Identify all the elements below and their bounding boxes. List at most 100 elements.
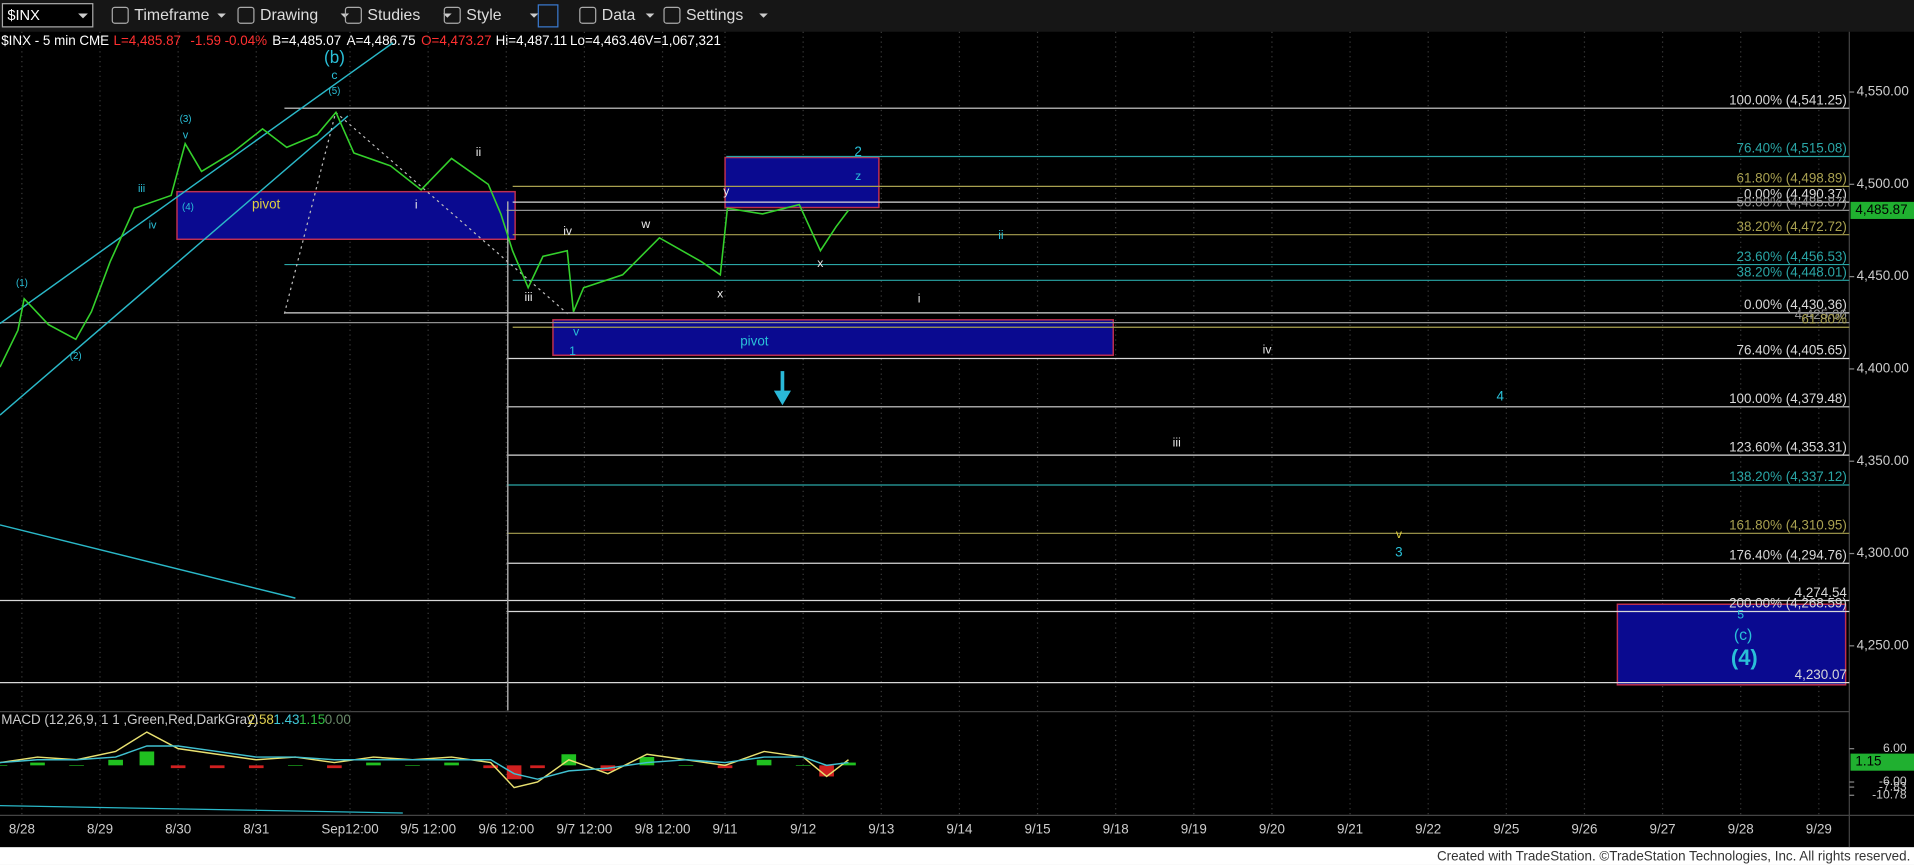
- menu-icon[interactable]: [663, 6, 681, 24]
- macd-readout: 1.43: [273, 712, 299, 727]
- wave-label: (3): [180, 114, 192, 125]
- x-tick-label: 9/14: [946, 822, 973, 837]
- dropdown-arrow: [529, 13, 539, 18]
- wave-label: v: [573, 324, 580, 338]
- x-tick-label: 9/5 12:00: [400, 822, 456, 837]
- fib-label: 23.60% (4,456.53): [1737, 249, 1847, 264]
- histogram-bar: [30, 762, 45, 766]
- menu-icon[interactable]: [344, 6, 362, 24]
- fib-label: 4,230.07: [1795, 667, 1847, 682]
- fib-label: 38.20% (4,472.72): [1737, 219, 1847, 234]
- wave-label: (4): [1731, 645, 1758, 670]
- histogram-bar: [841, 762, 856, 766]
- y-tick-label: -6.00: [1879, 774, 1907, 788]
- wave-label: w: [640, 217, 650, 231]
- info-last: L=4,485.87: [114, 33, 181, 48]
- x-tick-label: 9/25: [1493, 822, 1519, 837]
- histogram-bar: [0, 765, 8, 766]
- x-tick-label: 9/18: [1103, 822, 1129, 837]
- symbol-input[interactable]: $INX: [7, 8, 40, 24]
- wave-label: iv: [149, 220, 157, 232]
- x-tick-label: 9/13: [868, 822, 894, 837]
- value-marker-label: 1.15: [1855, 754, 1881, 769]
- menu-icon[interactable]: [237, 6, 255, 24]
- macd-trend: [0, 805, 403, 814]
- wave-label: 2: [854, 144, 861, 159]
- wave-label: (5): [329, 86, 341, 97]
- wave-label: iv: [563, 224, 573, 238]
- histogram-bar: [405, 765, 420, 766]
- y-tick-label: -7.83: [1879, 779, 1907, 793]
- dropdown-arrow: [443, 13, 452, 18]
- fib-label: 76.40% (4,405.65): [1737, 343, 1847, 358]
- x-tick-label: 9/20: [1259, 822, 1285, 837]
- wave-label: c: [331, 68, 337, 82]
- wave-label: iii: [1173, 435, 1181, 449]
- fib-label: 123.60% (4,353.31): [1729, 439, 1847, 454]
- symbol-box[interactable]: [1, 3, 94, 28]
- wave-label: x: [817, 256, 823, 270]
- info-ask: A=4,486.75: [347, 33, 416, 48]
- macd-line: [0, 745, 849, 780]
- x-tick-label: 8/30: [165, 822, 191, 837]
- info-exchange: CME: [79, 33, 109, 48]
- menu-icon[interactable]: [111, 6, 129, 24]
- info-volume: V=1,067,321: [645, 33, 721, 48]
- menu-icon[interactable]: [579, 6, 597, 24]
- menu-item[interactable]: Drawing: [260, 7, 318, 24]
- info-bid: B=4,485.07: [272, 33, 341, 48]
- trend-line: [0, 42, 394, 325]
- y-tick-label: 4,300.00: [1857, 545, 1909, 560]
- wave-label: (c): [1734, 627, 1753, 644]
- menu-item[interactable]: Style: [466, 7, 501, 24]
- price-zone: [1616, 603, 1847, 686]
- wave-label: x: [717, 286, 723, 300]
- projection-line: [335, 111, 569, 315]
- layout-icon[interactable]: [537, 4, 559, 28]
- histogram-bar: [248, 765, 264, 769]
- x-tick-label: 8/29: [87, 822, 113, 837]
- price-zone: [176, 190, 516, 241]
- fib-label: 200.00% (4,268.59): [1729, 596, 1847, 611]
- menu-item[interactable]: Data: [602, 7, 636, 24]
- wave-label: ii: [476, 145, 481, 159]
- footer: Created with TradeStation. ©TradeStation…: [1437, 848, 1910, 863]
- macd-readout: 1.15: [299, 712, 325, 727]
- x-tick-label: 9/6 12:00: [478, 822, 534, 837]
- histogram-bar: [530, 765, 545, 769]
- wave-label: (4): [182, 202, 194, 213]
- wave-label: pivot: [252, 197, 281, 212]
- histogram-bar: [506, 765, 522, 780]
- wave-label: iii: [524, 290, 532, 304]
- wave-label: i: [918, 291, 921, 305]
- wave-label: 3: [1395, 545, 1402, 560]
- menu-item[interactable]: Timeframe: [134, 7, 209, 24]
- wave-label: z: [855, 169, 861, 183]
- price-zone: [724, 156, 880, 209]
- fib-label: 0.00% (4,490.37): [1744, 186, 1847, 201]
- trend-line: [0, 524, 296, 599]
- price-marker-label: 4,485.87: [1855, 202, 1907, 217]
- x-tick-label: 9/7 12:00: [556, 822, 612, 837]
- y-tick-label: -10.78: [1872, 787, 1907, 801]
- fib-label: 38.20% (4,448.01): [1737, 265, 1847, 280]
- fib-label: 100.00% (4,541.25): [1729, 92, 1847, 107]
- y-tick-label: 4,450.00: [1857, 268, 1909, 283]
- menu-icon[interactable]: [443, 6, 461, 24]
- fib-label: 176.40% (4,294.76): [1729, 547, 1847, 562]
- macd-readout: 0.00: [325, 712, 351, 727]
- menu-item[interactable]: Studies: [367, 7, 420, 24]
- dropdown-arrow: [78, 13, 88, 19]
- price-zone: [552, 319, 1114, 356]
- price-line: [0, 110, 850, 368]
- menu-item[interactable]: Settings: [686, 7, 743, 24]
- info-pct: -0.04%: [225, 33, 268, 48]
- histogram-bar: [69, 765, 84, 766]
- histogram-bar: [756, 759, 772, 766]
- arrow-head: [773, 390, 791, 406]
- histogram-bar: [139, 751, 155, 766]
- macd-readout: 2.58: [248, 712, 274, 727]
- x-tick-label: 9/26: [1571, 822, 1597, 837]
- x-tick-label: 8/28: [9, 822, 35, 837]
